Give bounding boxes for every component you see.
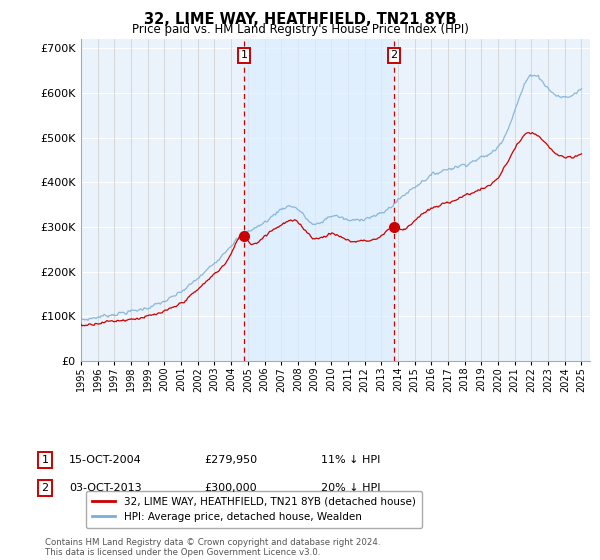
Bar <box>244 39 394 361</box>
Text: 2: 2 <box>41 483 49 493</box>
Text: 1: 1 <box>241 50 248 60</box>
Text: £279,950: £279,950 <box>204 455 257 465</box>
Text: 15-OCT-2004: 15-OCT-2004 <box>69 455 142 465</box>
Text: 32, LIME WAY, HEATHFIELD, TN21 8YB: 32, LIME WAY, HEATHFIELD, TN21 8YB <box>144 12 456 27</box>
Text: Price paid vs. HM Land Registry's House Price Index (HPI): Price paid vs. HM Land Registry's House … <box>131 23 469 36</box>
Text: 11% ↓ HPI: 11% ↓ HPI <box>321 455 380 465</box>
Legend: 32, LIME WAY, HEATHFIELD, TN21 8YB (detached house), HPI: Average price, detache: 32, LIME WAY, HEATHFIELD, TN21 8YB (deta… <box>86 491 422 528</box>
Text: 20% ↓ HPI: 20% ↓ HPI <box>321 483 380 493</box>
Text: £300,000: £300,000 <box>204 483 257 493</box>
Text: 03-OCT-2013: 03-OCT-2013 <box>69 483 142 493</box>
Text: Contains HM Land Registry data © Crown copyright and database right 2024.
This d: Contains HM Land Registry data © Crown c… <box>45 538 380 557</box>
Text: 1: 1 <box>41 455 49 465</box>
Text: 2: 2 <box>390 50 397 60</box>
